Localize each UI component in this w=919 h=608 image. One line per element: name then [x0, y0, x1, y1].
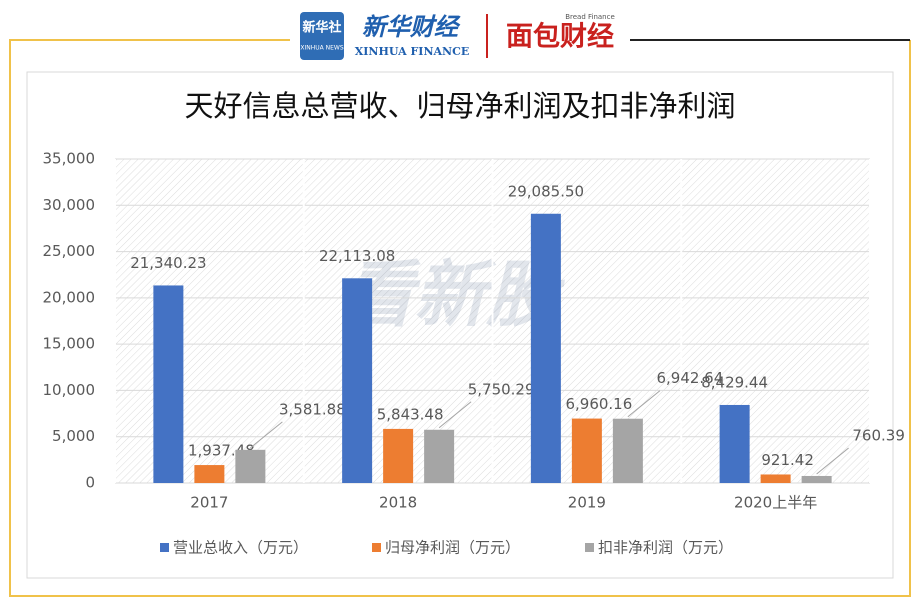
x-tick-label: 2019 [568, 494, 606, 512]
logo-text: 面包财经 [506, 21, 614, 53]
y-tick-label: 20,000 [43, 288, 96, 306]
x-tick-label: 2018 [379, 494, 417, 512]
data-label: 6,960.16 [565, 395, 632, 413]
chart-title: 天好信息总营收、归母净利润及扣非净利润 [184, 89, 735, 123]
bar [612, 418, 643, 483]
data-label: 8,429.44 [701, 373, 768, 391]
y-tick-label: 15,000 [43, 335, 96, 353]
legend-marker [585, 543, 594, 552]
bar [194, 465, 225, 483]
legend-marker [160, 543, 169, 552]
frame [9, 39, 911, 597]
y-tick-label: 30,000 [43, 196, 96, 214]
data-label: 6,942.64 [656, 369, 723, 387]
data-label: 29,085.50 [508, 182, 584, 200]
logo-text: 新华财经 [362, 13, 461, 41]
bar [719, 404, 750, 483]
legend-label: 扣非净利润（万元） [598, 539, 733, 557]
data-label: 921.42 [761, 451, 814, 469]
bar [424, 429, 455, 483]
logo-text: Bread Finance [565, 13, 615, 21]
bar [801, 475, 832, 483]
logo-text: 新华社 [302, 20, 341, 36]
bar [153, 285, 184, 483]
leader-line [816, 447, 849, 475]
y-tick-label: 0 [85, 474, 95, 492]
leader-line [250, 421, 283, 449]
data-label: 760.39 [852, 426, 905, 444]
data-label: 21,340.23 [130, 254, 206, 272]
legend-marker [372, 543, 381, 552]
logo-text: XINHUA NEWS [300, 45, 343, 52]
data-label: 3,581.88 [279, 400, 346, 418]
x-tick-label: 2017 [190, 494, 228, 512]
bar [571, 418, 602, 483]
data-label: 5,843.48 [377, 405, 444, 423]
bar [530, 213, 561, 483]
legend-label: 营业总收入（万元） [173, 539, 308, 557]
legend-label: 归母净利润（万元） [385, 539, 520, 557]
watermark: 看新股 [342, 253, 565, 337]
bar [383, 428, 414, 483]
logo-text: XINHUA FINANCE [355, 45, 470, 58]
logo-box [300, 12, 344, 60]
data-label: 5,750.29 [468, 380, 535, 398]
y-tick-label: 35,000 [43, 150, 96, 168]
y-tick-label: 10,000 [43, 381, 96, 399]
x-tick-label: 2020上半年 [734, 494, 817, 512]
leader-line [438, 401, 472, 429]
y-tick-label: 25,000 [43, 242, 96, 260]
data-label: 22,113.08 [319, 247, 395, 265]
bar [342, 278, 373, 483]
bar [760, 474, 791, 483]
y-tick-label: 5,000 [52, 427, 95, 445]
leader-line [627, 390, 661, 418]
bar [235, 449, 266, 483]
